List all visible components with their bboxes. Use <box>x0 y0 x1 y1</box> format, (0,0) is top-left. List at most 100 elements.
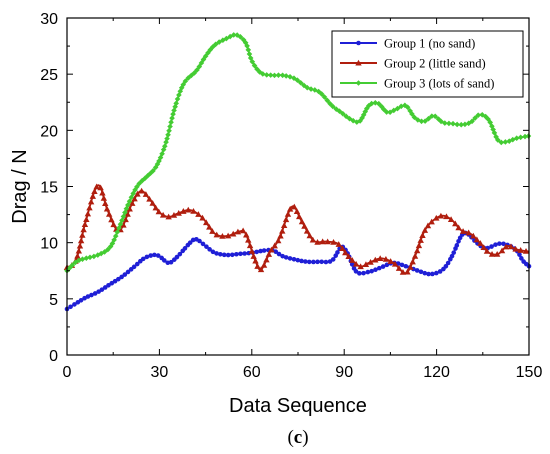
series-1-marker <box>125 269 131 275</box>
series-2-marker <box>382 256 390 262</box>
series-3-marker <box>83 255 90 261</box>
series-3-marker <box>283 73 289 79</box>
series-3-marker <box>67 264 73 271</box>
series-1-marker <box>399 262 405 268</box>
series-3-marker <box>177 88 184 95</box>
series-3-marker <box>196 63 203 70</box>
series-3-marker <box>154 161 161 167</box>
series-2-marker <box>138 187 145 194</box>
series-1-marker <box>261 248 267 253</box>
series-2-marker <box>84 210 92 217</box>
series-1-marker <box>131 264 137 270</box>
series-3-marker <box>308 86 314 92</box>
series-2-marker <box>165 213 172 220</box>
series-3-marker <box>517 134 524 141</box>
series-3-marker <box>363 105 370 112</box>
series-3-marker <box>256 69 263 75</box>
series-1-marker <box>238 251 243 257</box>
series-3-marker <box>125 202 131 208</box>
series-2-marker <box>411 252 419 259</box>
series-2-marker <box>265 251 273 257</box>
series-2-marker <box>339 245 346 251</box>
series-1-marker <box>295 257 301 263</box>
series-3-marker <box>165 131 171 138</box>
series-1-marker <box>414 268 420 273</box>
series-2-marker <box>91 188 98 194</box>
series-3-marker <box>366 102 372 109</box>
series-2-marker <box>131 195 138 202</box>
series-1-marker <box>422 270 428 276</box>
series-1-marker <box>177 251 183 257</box>
series-1-marker <box>430 271 435 277</box>
series-2-marker <box>246 242 254 249</box>
x-axis-title: Data Sequence <box>229 395 367 417</box>
series-3-marker <box>254 66 260 72</box>
y-tick-label: 5 <box>49 292 58 309</box>
series-2-marker <box>100 195 108 201</box>
series-3-marker <box>105 246 111 253</box>
series-3 <box>64 32 532 274</box>
series-2-marker <box>298 218 306 225</box>
series-1-marker <box>234 251 239 257</box>
series-2-marker <box>291 203 298 210</box>
series-2-marker <box>206 223 213 230</box>
series-1-marker <box>365 269 371 275</box>
series-1-marker <box>335 250 340 255</box>
series-1-marker <box>122 272 128 277</box>
x-tick-label: 60 <box>243 364 261 381</box>
series-3-marker <box>87 254 93 261</box>
series-1-marker <box>353 269 359 274</box>
series-3-marker <box>324 97 331 104</box>
series-3-marker <box>479 111 486 118</box>
series-1-marker <box>229 252 235 258</box>
series-3-marker <box>167 123 173 130</box>
series-3-marker <box>69 262 76 269</box>
series-1-marker <box>152 252 157 258</box>
series-3-marker <box>157 154 164 161</box>
series-3-marker <box>123 205 130 212</box>
series-1-marker <box>99 287 105 292</box>
series-2-marker <box>409 258 416 265</box>
series-2-marker <box>87 198 95 205</box>
legend-item-2: Group 2 (little sand) <box>340 57 486 71</box>
series-1-marker <box>218 252 223 257</box>
series-1-marker <box>112 278 118 284</box>
series-2-marker <box>81 221 89 227</box>
series-2-marker <box>286 205 294 212</box>
series-1-marker <box>174 254 180 260</box>
series-2-marker <box>149 200 156 206</box>
series-2-marker <box>102 200 109 207</box>
series-2-marker <box>345 253 352 259</box>
legend-swatch-marker <box>355 59 362 66</box>
series-3-marker <box>491 130 498 136</box>
series-3-marker <box>494 137 501 143</box>
series-3-marker <box>475 112 481 119</box>
series-2-marker <box>80 226 87 233</box>
series-3-marker <box>359 115 365 121</box>
series-3-marker <box>390 107 397 114</box>
series-3-marker <box>114 229 121 235</box>
series-2-marker <box>349 257 356 263</box>
series-2-marker <box>86 204 93 211</box>
series-3-marker <box>245 47 252 53</box>
series-3-marker <box>191 70 198 76</box>
x-tick-label: 0 <box>63 364 72 381</box>
series-3-marker <box>398 103 404 110</box>
series-1-marker <box>283 255 289 260</box>
series-2-marker <box>424 222 432 229</box>
y-tick-label: 25 <box>40 67 58 84</box>
series-3-marker <box>159 150 165 157</box>
series-3-marker <box>223 35 230 42</box>
series-2-marker <box>279 227 286 234</box>
caption-close-paren: ) <box>302 427 308 448</box>
series-2-marker <box>219 232 226 239</box>
series-3-marker <box>147 170 154 177</box>
series-2-marker <box>277 232 284 239</box>
series-2-marker <box>330 239 337 245</box>
series-1-marker <box>380 264 386 269</box>
series-3-marker <box>209 44 216 50</box>
series-2-marker <box>282 216 290 223</box>
series-3-marker <box>200 56 207 63</box>
legend-item-1: Group 1 (no sand) <box>340 37 475 51</box>
series-1-marker <box>254 249 259 255</box>
